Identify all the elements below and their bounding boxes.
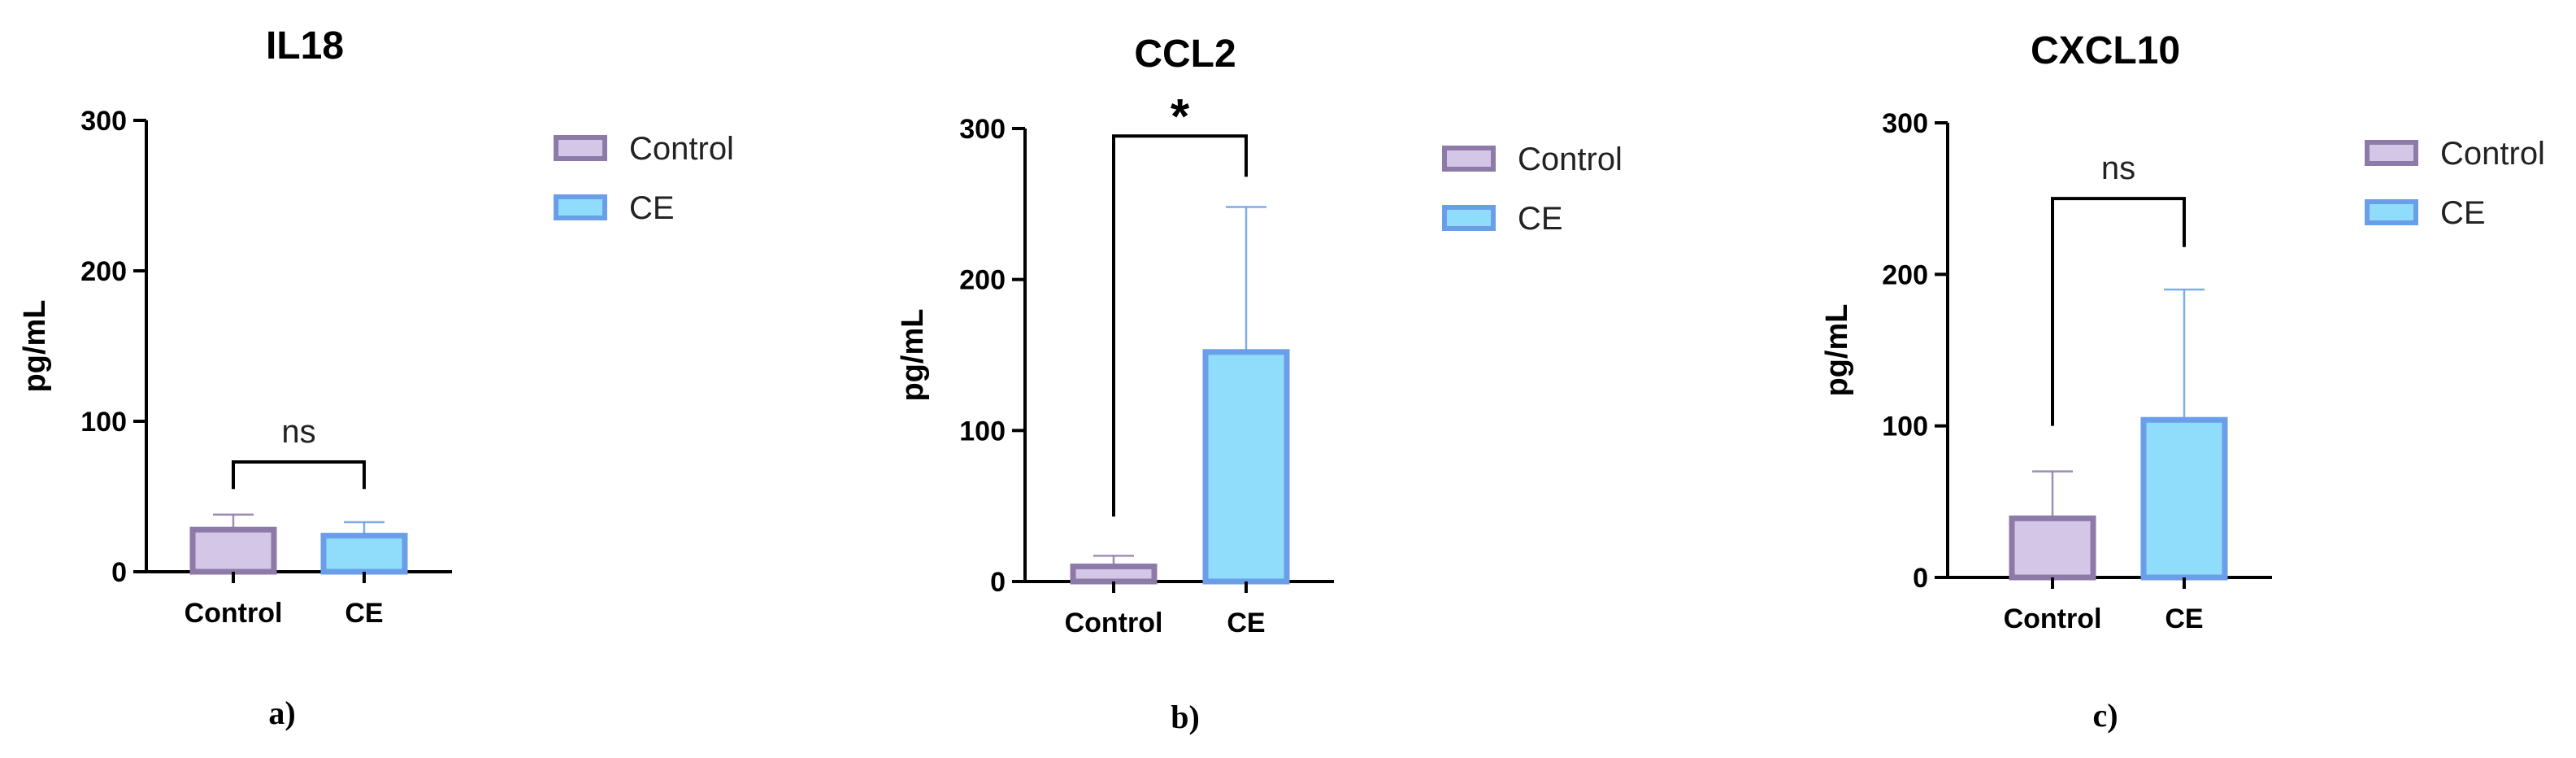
significance-label: * [1171,89,1190,143]
chart-panel-2: CCL2 pg/mL 0 100 200 300 Control CE * Control CE b) [896,33,1622,735]
significance-label: ns [2101,150,2135,186]
legend-label-1: CE [2440,195,2486,231]
bar-ce [2140,416,2228,581]
x-tick-label: Control [1065,608,1163,638]
bar-control [2009,515,2096,581]
y-tick-label: 0 [990,567,1006,598]
bar-control [1070,563,1158,585]
legend-label-1: CE [1518,201,1563,237]
chart-title: IL18 [266,24,344,68]
bar-ce [1202,349,1290,585]
legend-swatch-1 [2365,199,2418,225]
y-tick-label: 200 [959,265,1006,296]
x-tick-label: Control [185,598,283,629]
legend-swatch-1 [554,194,607,220]
significance-label: ns [281,414,315,450]
x-tick-label: CE [1227,608,1265,638]
significance-bracket [1112,134,1248,517]
significance-bracket [2051,197,2186,426]
panel-label: b) [1171,699,1200,735]
legend-label-0: Control [629,131,734,167]
legend-swatch-0 [554,135,607,161]
significance-bracket [232,460,366,490]
y-axis-label: pg/mL [896,309,930,402]
y-tick-label: 300 [80,106,127,137]
y-tick-label: 300 [959,114,1006,145]
legend-label-0: Control [2440,136,2545,172]
bar-control [189,526,277,575]
panel-label: a) [268,695,295,731]
y-tick-label: 200 [1882,259,1928,290]
legend-label-0: Control [1518,142,1622,177]
legend-swatch-0 [2365,140,2418,166]
y-axis-label: pg/mL [1820,304,1854,397]
legend-swatch-1 [1442,205,1496,231]
y-tick-label: 100 [1882,412,1928,442]
bar-ce [320,533,408,575]
x-tick-label: CE [2165,603,2203,634]
x-tick-label: CE [345,598,383,629]
y-tick-label: 0 [111,557,127,588]
y-tick-label: 100 [80,407,127,438]
y-tick-label: 300 [1882,108,1928,139]
x-tick-label: Control [2004,603,2102,634]
y-tick-label: 0 [1913,563,1928,594]
y-axis-label: pg/mL [18,300,52,393]
y-tick-label: 100 [959,416,1006,447]
legend-swatch-0 [1442,146,1496,172]
legend-label-1: CE [629,190,675,226]
y-tick-label: 200 [80,256,127,287]
chart-title: CCL2 [1134,33,1236,76]
chart-title: CXCL10 [2031,29,2180,72]
panel-label: c) [2092,697,2118,734]
chart-panel-3: CXCL10 pg/mL 0 100 200 300 Control CE ns Control C… [1820,29,2545,734]
chart-panel-1: IL18 pg/mL 0 100 200 300 Control CE ns Control CE a… [18,24,734,731]
